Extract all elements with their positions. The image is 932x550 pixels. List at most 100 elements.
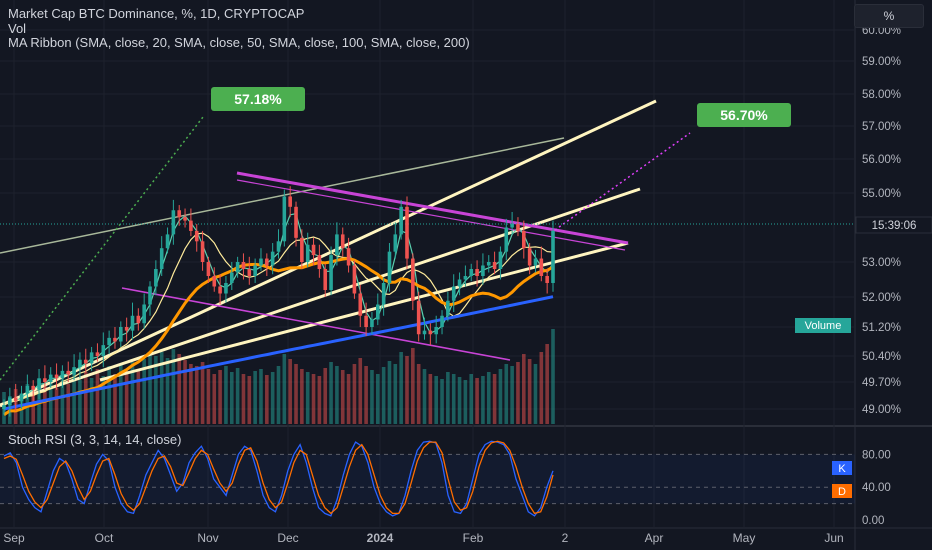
candle-body xyxy=(130,315,135,331)
volume-bar xyxy=(533,364,538,424)
stoch-y-tick-label: 0.00 xyxy=(862,515,884,527)
candle-body xyxy=(142,304,146,324)
volume-bar xyxy=(393,364,398,424)
candle-body xyxy=(276,241,281,252)
volume-bar xyxy=(154,356,158,424)
volume-bar xyxy=(340,370,345,424)
volume-bar xyxy=(457,377,462,424)
volume-bar xyxy=(481,376,485,424)
trendlines xyxy=(0,99,855,408)
x-tick-label: Feb xyxy=(463,531,484,545)
candle-body xyxy=(370,319,374,327)
candle-body xyxy=(212,276,217,287)
volume-bar xyxy=(282,354,287,424)
candle-body xyxy=(89,352,94,364)
stoch-tag-D: D xyxy=(838,486,846,498)
ma-line-100 xyxy=(3,256,554,416)
volume-bar xyxy=(43,386,47,424)
candle-body xyxy=(516,224,520,231)
volume-bar xyxy=(399,352,403,424)
candle-body xyxy=(381,283,386,305)
x-tick-label: 2024 xyxy=(367,531,394,545)
trendline xyxy=(0,99,657,408)
volume-bar xyxy=(270,372,275,424)
volume-bar xyxy=(276,366,281,424)
annotation-box xyxy=(697,103,791,127)
candle-body xyxy=(521,230,526,249)
volume-bar xyxy=(259,369,263,424)
volume-bar xyxy=(130,362,135,424)
chart-title[interactable]: Market Cap BTC Dominance, %, 1D, CRYPTOC… xyxy=(8,6,305,21)
candle-body xyxy=(2,405,6,409)
volume-bar xyxy=(329,362,333,424)
candle-body xyxy=(539,258,544,276)
candle-body xyxy=(346,248,351,266)
volume-bar xyxy=(346,374,351,424)
volume-tag-box xyxy=(795,318,851,333)
candle-body xyxy=(411,258,415,301)
volume-bar xyxy=(235,368,240,424)
ma-ribbon-label[interactable]: MA Ribbon (SMA, close, 20, SMA, close, 5… xyxy=(8,35,470,50)
stoch-y-tick-label: 40.00 xyxy=(862,482,891,494)
volume-indicator-label[interactable]: Vol xyxy=(8,21,27,36)
candle-body xyxy=(72,367,76,375)
candle-body xyxy=(265,258,269,266)
candle-body xyxy=(25,385,30,394)
volume-bar xyxy=(148,354,152,424)
volume-bar xyxy=(253,371,257,424)
volume-bar xyxy=(95,369,100,424)
candle-body xyxy=(48,374,53,382)
candle-body xyxy=(282,196,287,242)
candle-body xyxy=(393,234,398,252)
ma-line-50 xyxy=(3,232,554,406)
candle-body xyxy=(66,370,71,375)
x-tick-label: Sep xyxy=(3,531,25,545)
candle-body xyxy=(510,224,514,228)
x-tick-label: Dec xyxy=(277,531,298,545)
trendline xyxy=(236,171,629,245)
candle-body xyxy=(498,251,503,269)
volume-bar xyxy=(428,374,433,424)
candle-body xyxy=(177,210,182,218)
volume-bar xyxy=(212,374,217,424)
candle-body xyxy=(428,330,433,335)
volume-bar xyxy=(241,374,246,424)
candle-body xyxy=(387,251,392,283)
candle-body xyxy=(124,327,129,331)
volume-bar xyxy=(113,374,117,424)
volume-bar xyxy=(54,388,59,424)
x-tick-label: Apr xyxy=(645,531,664,545)
volume-bar xyxy=(416,364,421,424)
volume-bar xyxy=(66,384,71,424)
stoch-y-tick-label: 80.00 xyxy=(862,449,891,461)
annotation-box xyxy=(211,87,305,111)
y-tick-label: 57.00% xyxy=(862,121,901,133)
volume-bar xyxy=(206,369,211,424)
candle-body xyxy=(19,393,24,402)
volume-bar xyxy=(142,359,146,424)
candle-body xyxy=(469,269,474,276)
volume-bar xyxy=(434,376,438,424)
y-tick-label: 51.20% xyxy=(862,322,901,334)
candle-body xyxy=(113,337,117,342)
candle-body xyxy=(329,255,333,290)
annotation-label: 57.18% xyxy=(234,91,282,107)
candle-body xyxy=(545,276,549,283)
candles xyxy=(2,186,555,417)
candle-body xyxy=(189,220,193,231)
volume-bar xyxy=(89,378,94,424)
candle-body xyxy=(148,286,152,305)
volume-bar xyxy=(469,374,474,424)
stoch-rsi-label[interactable]: Stoch RSI (3, 3, 14, 14, close) xyxy=(8,432,182,447)
volume-bar xyxy=(516,362,520,424)
candle-body xyxy=(218,286,222,294)
candle-body xyxy=(60,370,65,379)
candle-body xyxy=(119,327,123,342)
y-tick-label: 49.70% xyxy=(862,377,901,389)
axes: 60.00% 59.00% 58.00% 57.00% 56.00% 55.00% 53.0… xyxy=(3,25,901,545)
scale-mode-toggle[interactable]: % xyxy=(854,4,924,28)
candle-body xyxy=(259,258,263,266)
volume-bar xyxy=(463,380,468,424)
candle-body xyxy=(154,269,158,287)
